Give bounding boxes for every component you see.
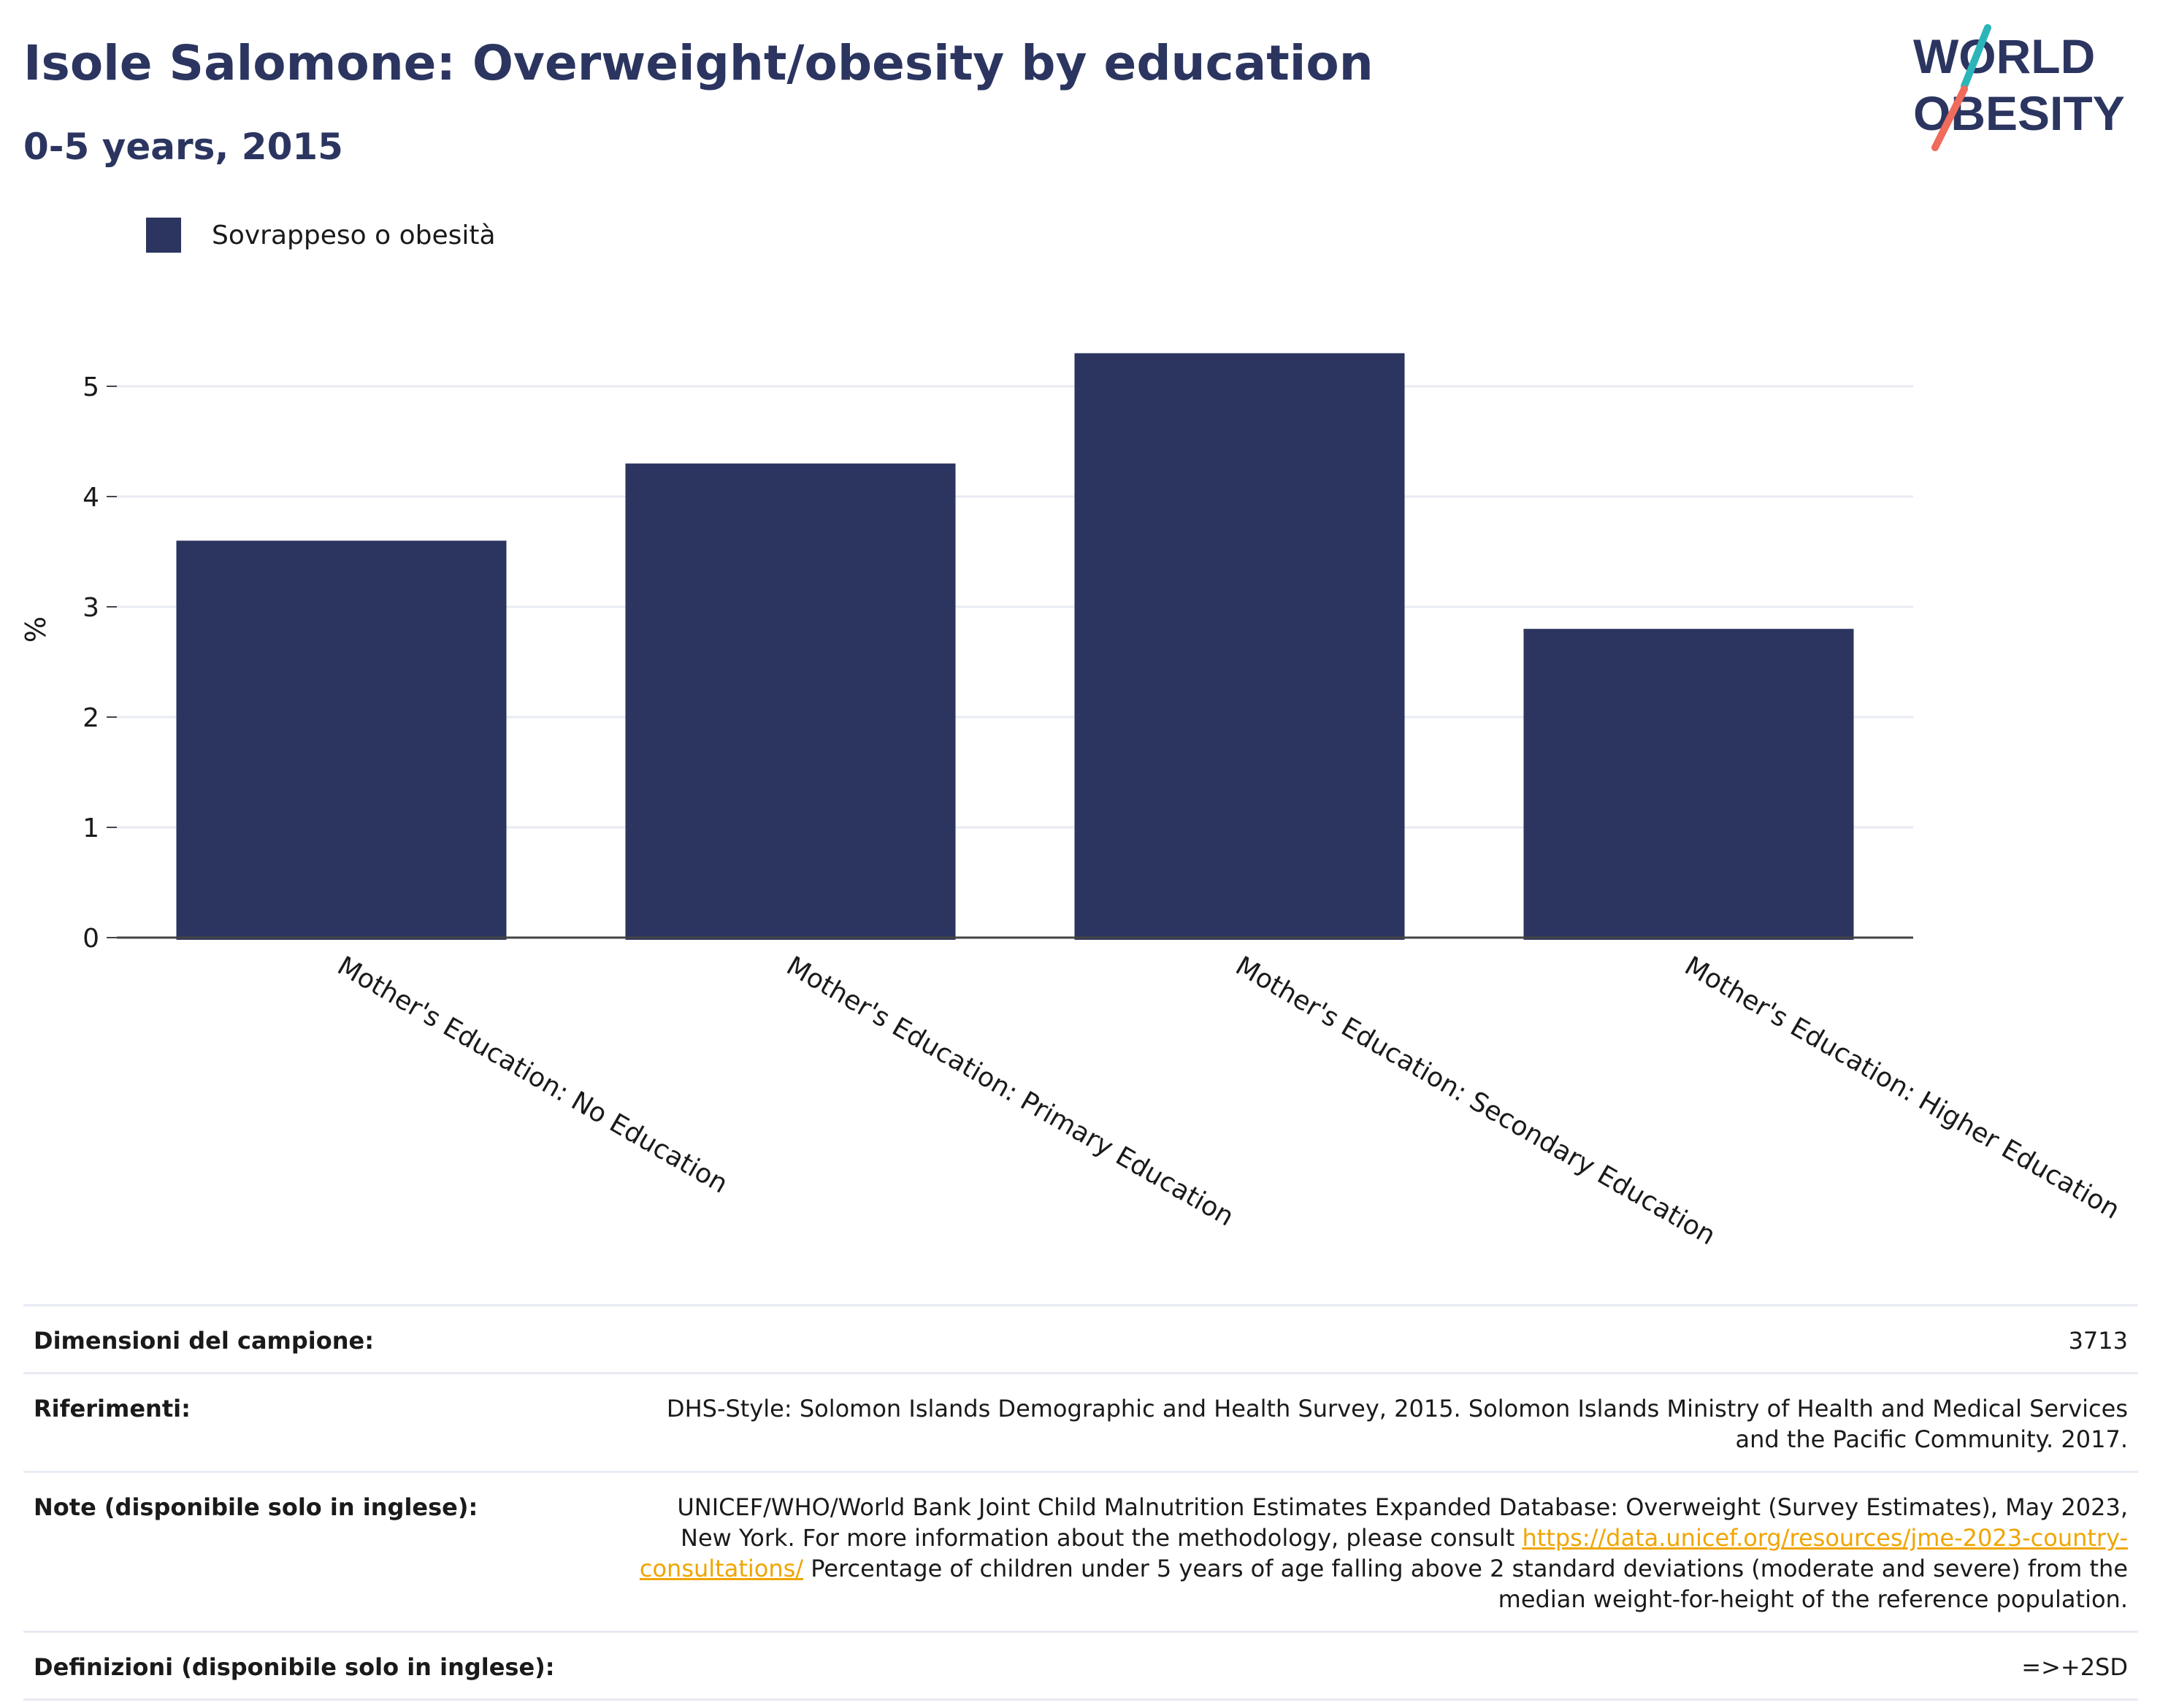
- references-value: DHS-Style: Solomon Islands Demographic a…: [666, 1395, 2128, 1453]
- sample-size-value: 3713: [2068, 1327, 2128, 1355]
- chart-title: Isole Salomone: Overweight/obesity by ed…: [23, 35, 1374, 91]
- y-tick-label: 1: [83, 813, 99, 843]
- chart-subtitle: 0-5 years, 2015: [23, 126, 343, 168]
- notes-text-before: UNICEF/WHO/World Bank Joint Child Malnut…: [677, 1493, 2128, 1552]
- x-tick-label: Mother's Education: Primary Education: [781, 951, 1238, 1232]
- legend-swatch: [146, 218, 181, 253]
- bar: [1523, 629, 1854, 940]
- logo-line1: WORLD: [1913, 29, 2095, 83]
- x-tick-label: Mother's Education: Secondary Education: [1230, 951, 1720, 1251]
- notes-value: UNICEF/WHO/World Bank Joint Child Malnut…: [632, 1492, 2128, 1615]
- y-tick-label: 5: [83, 372, 99, 402]
- info-row-sample-size: Dimensioni del campione: 3713: [23, 1304, 2138, 1372]
- notes-label: Note (disponibile solo in inglese):: [34, 1493, 478, 1521]
- notes-text-after: Percentage of children under 5 years of …: [803, 1555, 2128, 1613]
- info-table: Dimensioni del campione: 3713 Riferiment…: [23, 1304, 2138, 1701]
- definitions-label: Definizioni (disponibile solo in inglese…: [34, 1653, 555, 1681]
- y-axis-title: %: [20, 616, 52, 643]
- references-label: Riferimenti:: [34, 1395, 191, 1422]
- info-row-references: Riferimenti: DHS-Style: Solomon Islands …: [23, 1372, 2138, 1471]
- bar: [1074, 353, 1405, 940]
- y-tick-label: 3: [83, 593, 99, 623]
- bar: [176, 540, 507, 940]
- info-row-definitions: Definizioni (disponibile solo in inglese…: [23, 1631, 2138, 1701]
- definitions-value: =>+2SD: [2021, 1653, 2128, 1681]
- y-tick-label: 2: [83, 703, 99, 733]
- y-tick-labels: 0 1 2 3 4 5: [83, 372, 117, 954]
- sample-size-label: Dimensioni del campione:: [34, 1327, 375, 1355]
- y-tick-label: 0: [83, 924, 99, 954]
- x-tick-labels: Mother's Education: No Education Mother's…: [332, 951, 2125, 1251]
- bar: [625, 463, 956, 940]
- world-obesity-logo: WORLD OBESITY: [1913, 24, 2125, 151]
- legend-label: Sovrappeso o obesità: [212, 220, 496, 250]
- x-tick-label: Mother's Education: Higher Education: [1680, 951, 2125, 1225]
- logo-accent-coral: [1931, 85, 1968, 151]
- notes-link[interactable]: https://data.unicef.org/resources/jme-20…: [639, 1524, 2128, 1582]
- chart-legend: Sovrappeso o obesità: [146, 218, 496, 253]
- y-tick-label: 4: [83, 483, 99, 513]
- info-row-notes: Note (disponibile solo in inglese): UNIC…: [23, 1471, 2138, 1631]
- logo-accent-teal: [1961, 24, 1991, 90]
- bars: [176, 353, 1854, 940]
- x-tick-label: Mother's Education: No Education: [332, 951, 732, 1199]
